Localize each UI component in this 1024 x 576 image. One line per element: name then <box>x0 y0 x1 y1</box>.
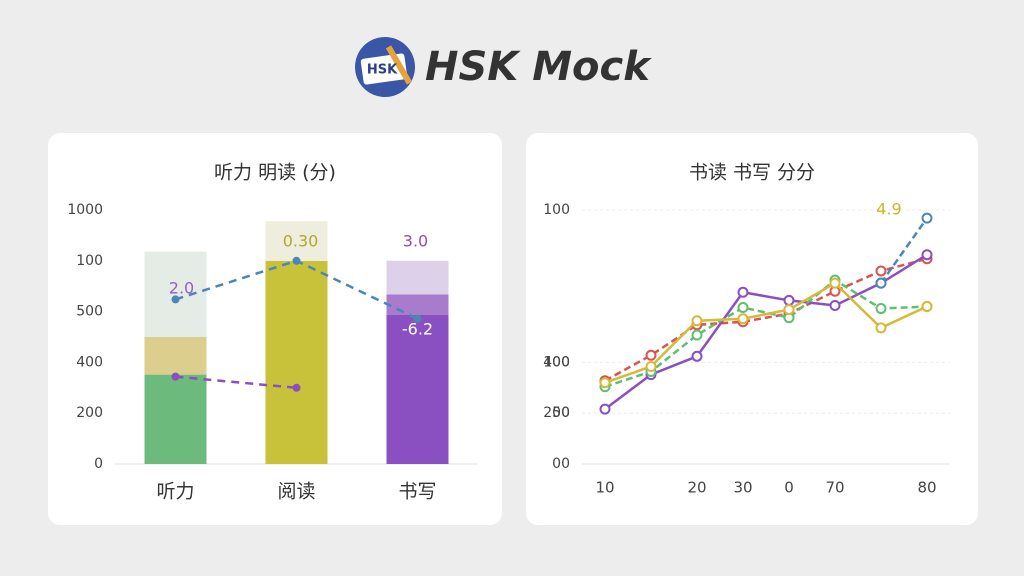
logo: HSK <box>355 37 415 97</box>
x-tick-label: 0 <box>784 479 794 497</box>
y-tick-label: 200 <box>76 405 103 421</box>
bar-segment <box>386 314 449 464</box>
bar-segment <box>144 337 207 375</box>
series-point <box>645 349 657 361</box>
series-line <box>604 278 928 388</box>
y-tick-label: 100 <box>543 202 570 218</box>
annotation: -6.2 <box>402 320 433 339</box>
series-line <box>604 253 928 411</box>
series-line <box>604 257 928 382</box>
series-point <box>737 286 749 298</box>
bar-segment <box>386 260 449 295</box>
series-point <box>875 322 887 334</box>
bar-segment <box>144 251 207 337</box>
y-tick-label: 400 <box>76 354 103 370</box>
series-point <box>875 277 887 289</box>
series-point <box>921 301 933 313</box>
logo-text: HSK <box>367 63 398 78</box>
trend-point <box>171 372 180 381</box>
chart-title: 听力 明读 (分) <box>214 162 336 184</box>
series-point <box>691 329 703 341</box>
series-point <box>921 249 933 261</box>
series-point <box>691 350 703 362</box>
x-tick-label: 阅读 <box>277 481 315 503</box>
x-tick-label: 书写 <box>398 481 436 503</box>
y-tick-label: 100 <box>543 354 570 370</box>
series-point <box>737 313 749 325</box>
app-title: HSK Mock <box>425 44 652 90</box>
chart-title: 书读 书写 分分 <box>689 162 815 184</box>
bar-segment <box>144 374 207 464</box>
series-point <box>875 265 887 277</box>
annotation: 2.0 <box>169 279 194 298</box>
y-tick-label: 0 <box>94 456 103 472</box>
series-line <box>604 281 928 384</box>
y-tick-label: 400 <box>543 354 570 370</box>
y-tick-label: 00 <box>552 456 570 472</box>
bar-segment <box>265 260 328 464</box>
x-tick-label: 70 <box>825 479 844 497</box>
series-point <box>599 377 611 389</box>
trend-point <box>292 383 301 392</box>
x-tick-label: 听力 <box>156 481 194 503</box>
x-tick-label: 80 <box>917 479 936 497</box>
series-point <box>783 294 795 306</box>
series-point <box>737 302 749 314</box>
x-tick-label: 10 <box>595 479 614 497</box>
x-tick-label: 20 <box>687 479 706 497</box>
series-point <box>875 303 887 315</box>
y-tick-label: 50 <box>552 405 570 421</box>
trend-point <box>171 295 180 304</box>
series-point <box>921 212 933 224</box>
bar-segment <box>386 294 449 315</box>
annotation: 0.30 <box>283 232 319 251</box>
series-point <box>829 277 841 289</box>
annotation: 4.9 <box>876 200 901 219</box>
y-tick-label: 100 <box>76 253 103 269</box>
trend-point <box>413 314 422 323</box>
trend-line <box>175 375 297 390</box>
annotation: 3.0 <box>403 232 428 251</box>
y-tick-label: 1000 <box>67 202 103 218</box>
series-line <box>879 217 929 284</box>
y-tick-label: 500 <box>76 304 103 320</box>
series-point <box>691 315 703 327</box>
series-point <box>645 360 657 372</box>
series-point <box>783 304 795 316</box>
trend-point <box>292 256 301 265</box>
x-tick-label: 30 <box>733 479 752 497</box>
series-point <box>599 403 611 415</box>
series-point <box>829 300 841 312</box>
bar-segment <box>265 221 328 261</box>
y-tick-label: 200 <box>543 405 570 421</box>
card <box>526 133 978 525</box>
